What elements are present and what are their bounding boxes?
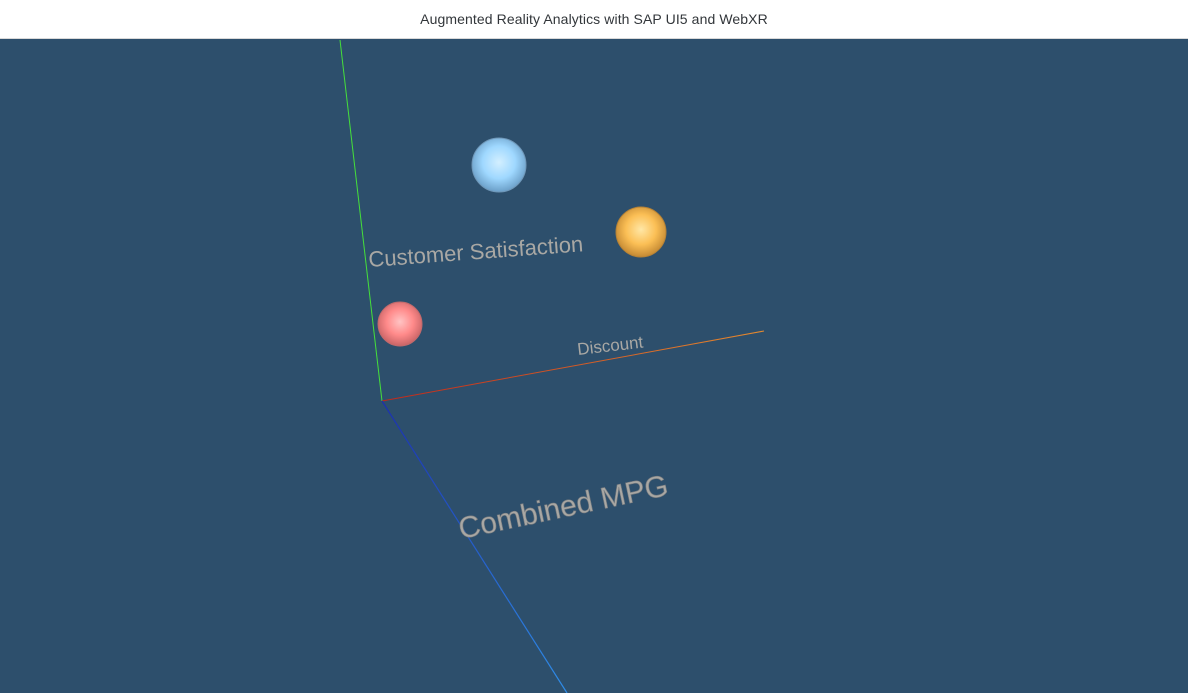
data-point-orange-sphere[interactable] [615,206,667,258]
page-title: Augmented Reality Analytics with SAP UI5… [420,11,768,27]
data-point-blue-sphere[interactable] [471,137,527,193]
z-axis-label: Combined MPG [456,469,672,546]
x-axis-line [381,330,765,402]
y-axis-line [339,40,383,402]
app-header: Augmented Reality Analytics with SAP UI5… [0,0,1188,39]
y-axis-label: Customer Satisfaction [368,231,584,272]
data-point-red-sphere[interactable] [377,301,423,347]
z-axis-line [381,400,568,693]
ar-scene-canvas[interactable]: Customer Satisfaction Discount Combined … [0,40,1188,693]
scene-svg[interactable]: Customer Satisfaction Discount Combined … [0,40,1188,693]
